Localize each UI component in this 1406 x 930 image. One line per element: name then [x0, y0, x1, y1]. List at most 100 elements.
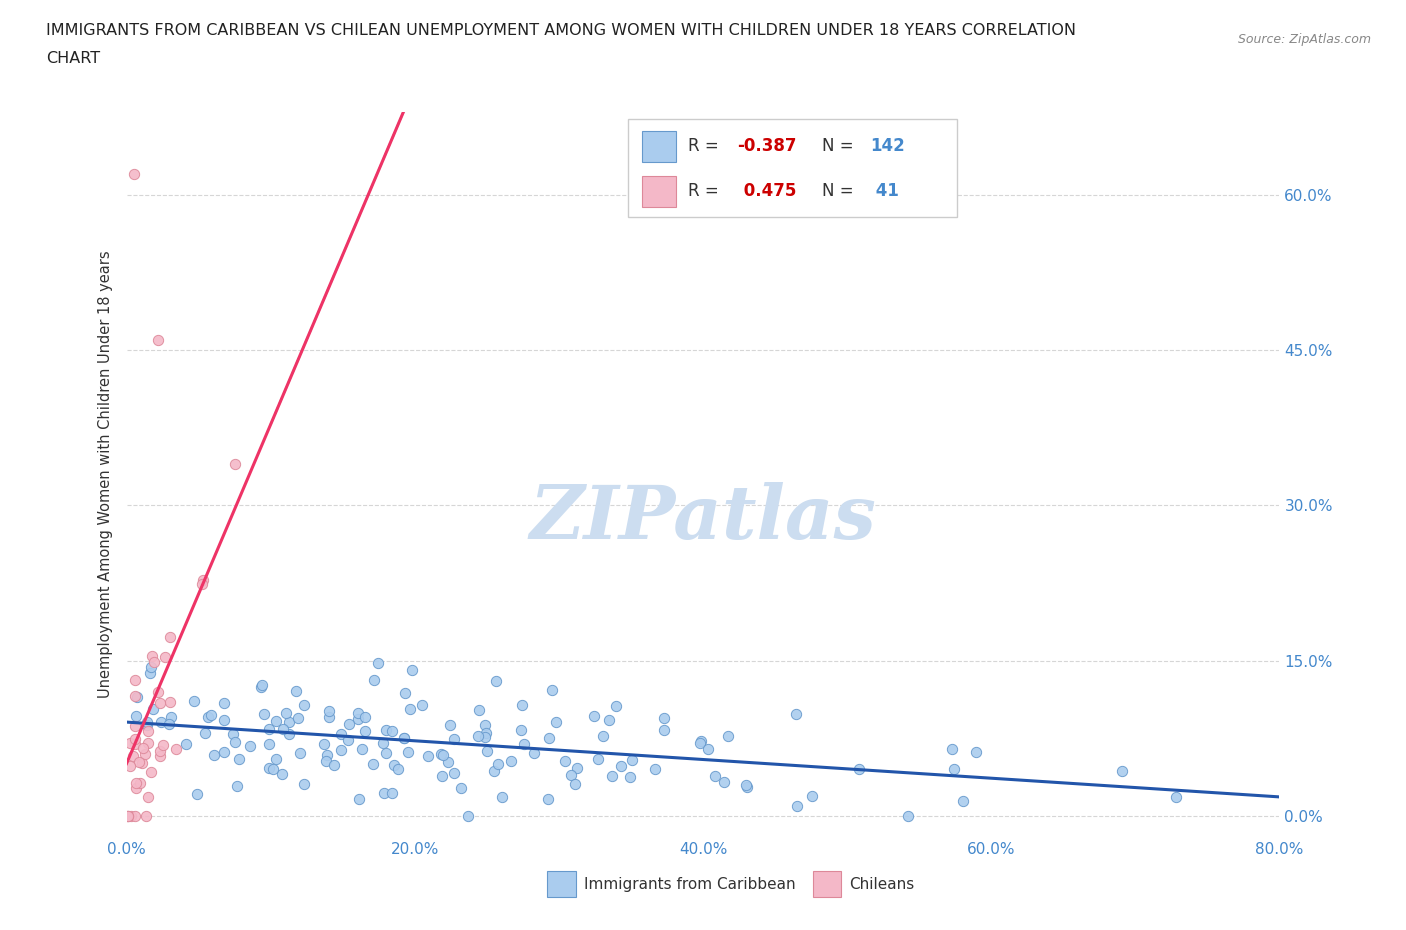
Point: [401, 663, 423, 678]
Point: [800, 789, 823, 804]
Point: [475, 744, 498, 759]
Bar: [813, 871, 841, 897]
Point: [159, 695, 181, 710]
Point: [270, 766, 292, 781]
Text: IMMIGRANTS FROM CARIBBEAN VS CHILEAN UNEMPLOYMENT AMONG WOMEN WITH CHILDREN UNDE: IMMIGRANTS FROM CARIBBEAN VS CHILEAN UNE…: [46, 23, 1077, 38]
Text: -0.387: -0.387: [738, 138, 797, 155]
Point: [160, 710, 183, 724]
Point: [565, 761, 588, 776]
Point: [381, 786, 404, 801]
Point: [194, 725, 217, 740]
Point: [554, 753, 576, 768]
Point: [735, 778, 758, 793]
Point: [457, 809, 479, 824]
Point: [538, 730, 561, 745]
Point: [396, 745, 419, 760]
Point: [228, 751, 250, 766]
Point: [124, 737, 146, 752]
Point: [965, 744, 987, 759]
Point: [120, 759, 142, 774]
Point: [609, 758, 631, 773]
Point: [124, 688, 146, 703]
Point: [619, 770, 641, 785]
Point: [1111, 764, 1133, 778]
Point: [717, 728, 740, 743]
Point: [323, 758, 346, 773]
Point: [146, 684, 169, 699]
Point: [374, 746, 396, 761]
Point: [942, 762, 965, 777]
Point: [560, 768, 582, 783]
Text: 0.475: 0.475: [738, 182, 796, 200]
Point: [432, 769, 454, 784]
Point: [486, 756, 509, 771]
Point: [120, 809, 142, 824]
Point: [288, 746, 311, 761]
Point: [257, 722, 280, 737]
Bar: [643, 131, 676, 162]
Point: [124, 672, 146, 687]
Point: [212, 696, 235, 711]
Point: [443, 732, 465, 747]
Point: [336, 732, 359, 747]
Point: [350, 742, 373, 757]
Point: [124, 719, 146, 734]
Point: [149, 749, 172, 764]
Point: [224, 735, 246, 750]
Point: [292, 777, 315, 791]
Point: [318, 710, 340, 724]
Point: [501, 753, 523, 768]
Point: [467, 729, 489, 744]
Point: [141, 764, 163, 779]
Point: [115, 809, 138, 824]
Point: [491, 790, 513, 804]
Point: [122, 748, 145, 763]
Text: Source: ZipAtlas.com: Source: ZipAtlas.com: [1237, 33, 1371, 46]
Point: [347, 711, 370, 726]
Point: [394, 685, 416, 700]
Point: [564, 777, 586, 791]
Point: [200, 708, 222, 723]
Point: [131, 756, 153, 771]
Point: [125, 709, 148, 724]
Point: [347, 791, 370, 806]
Point: [128, 754, 150, 769]
Point: [125, 776, 148, 790]
Text: N =: N =: [821, 182, 859, 200]
Point: [318, 704, 340, 719]
Point: [124, 732, 146, 747]
Point: [225, 779, 247, 794]
Point: [602, 769, 624, 784]
Point: [135, 714, 157, 729]
Point: [257, 737, 280, 751]
Bar: [547, 871, 576, 897]
Point: [278, 714, 301, 729]
Point: [183, 694, 205, 709]
Point: [1164, 790, 1187, 804]
Point: [411, 698, 433, 712]
Point: [354, 724, 377, 738]
Point: [315, 753, 337, 768]
Point: [392, 730, 415, 745]
Point: [330, 743, 353, 758]
Point: [132, 741, 155, 756]
Point: [197, 710, 219, 724]
Text: R =: R =: [688, 182, 724, 200]
Point: [136, 790, 159, 804]
Point: [735, 779, 758, 794]
Point: [136, 724, 159, 738]
Point: [174, 737, 197, 751]
Point: [605, 698, 627, 713]
Point: [271, 721, 294, 736]
Point: [294, 698, 316, 712]
Point: [620, 753, 643, 768]
Point: [696, 742, 718, 757]
Point: [117, 809, 139, 824]
Point: [221, 726, 243, 741]
Point: [786, 799, 808, 814]
Point: [952, 794, 974, 809]
Point: [262, 762, 284, 777]
Point: [117, 809, 139, 824]
Point: [689, 733, 711, 748]
Point: [652, 722, 675, 737]
